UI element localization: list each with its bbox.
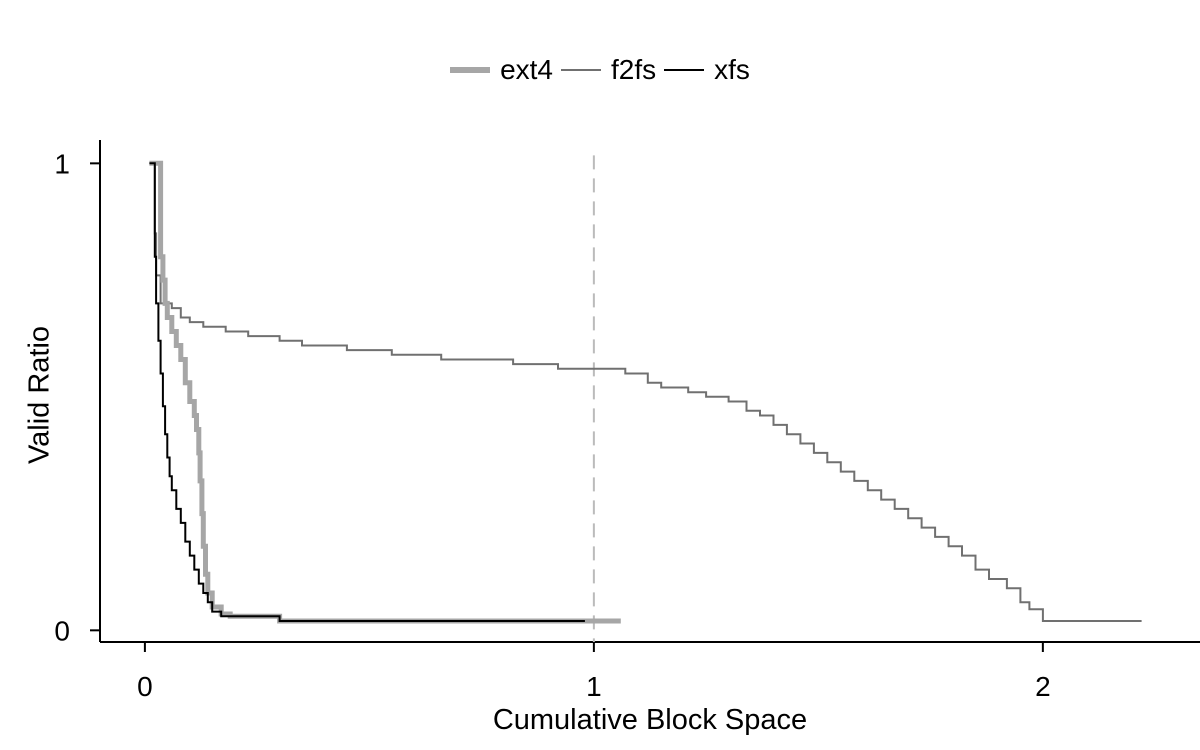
series-line-f2fs [153, 162, 1142, 622]
series-line-ext4 [149, 160, 621, 624]
legend-label-f2fs: f2fs [611, 54, 657, 85]
legend-item-f2fs: f2fs [561, 54, 656, 86]
x-tick-label-2: 2 [1035, 671, 1051, 702]
series-line-xfs [149, 162, 585, 622]
legend-swatch-xfs [664, 69, 705, 71]
legend: ext4 f2fs xfs [0, 54, 1200, 86]
x-axis-title: Cumulative Block Space [492, 704, 808, 736]
legend-item-xfs: xfs [664, 54, 750, 86]
legend-swatch-f2fs [561, 69, 601, 71]
legend-label-ext4: ext4 [500, 54, 553, 85]
legend-label-xfs: xfs [714, 54, 750, 85]
y-axis-title: Valid Ratio [23, 325, 56, 465]
y-tick-label-0: 0 [54, 615, 70, 646]
legend-swatch-ext4 [450, 67, 491, 73]
y-tick-label-1: 1 [54, 148, 70, 179]
x-tick-label-1: 1 [586, 671, 602, 702]
x-tick-label-0: 0 [137, 671, 153, 702]
legend-item-ext4: ext4 [450, 54, 553, 86]
